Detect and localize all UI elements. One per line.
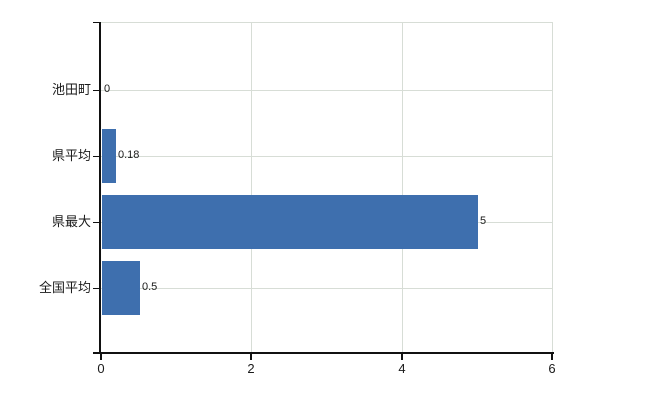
x-tick	[250, 352, 252, 360]
value-label: 0	[104, 83, 111, 95]
x-tick-label: 4	[398, 361, 406, 376]
bar	[102, 261, 140, 315]
gridline-v	[402, 22, 403, 352]
bar	[102, 195, 478, 249]
x-tick-label: 6	[548, 361, 556, 376]
value-label: 0.18	[118, 149, 140, 161]
gridline-top	[101, 22, 552, 23]
value-label: 5	[480, 215, 487, 227]
gridline-h	[101, 90, 552, 91]
x-tick	[551, 352, 553, 360]
x-tick	[401, 352, 403, 360]
bar	[102, 129, 116, 183]
gridline-v	[552, 22, 553, 352]
y-tick	[93, 288, 101, 289]
y-tick	[93, 156, 101, 157]
gridline-v	[251, 22, 252, 352]
x-tick-label: 0	[97, 361, 105, 376]
category-label: 全国平均	[38, 280, 91, 295]
category-label: 県最大	[51, 214, 91, 229]
value-label: 0.5	[142, 281, 158, 293]
y-axis-top-tick	[93, 22, 101, 23]
category-label: 県平均	[51, 148, 91, 163]
x-tick	[100, 352, 102, 360]
y-tick	[93, 90, 101, 91]
y-axis	[99, 22, 101, 354]
y-tick	[93, 222, 101, 223]
x-tick-label: 2	[247, 361, 255, 376]
x-axis	[93, 352, 554, 354]
gridline-h	[101, 288, 552, 289]
gridline-h	[101, 156, 552, 157]
category-label: 池田町	[51, 82, 91, 97]
